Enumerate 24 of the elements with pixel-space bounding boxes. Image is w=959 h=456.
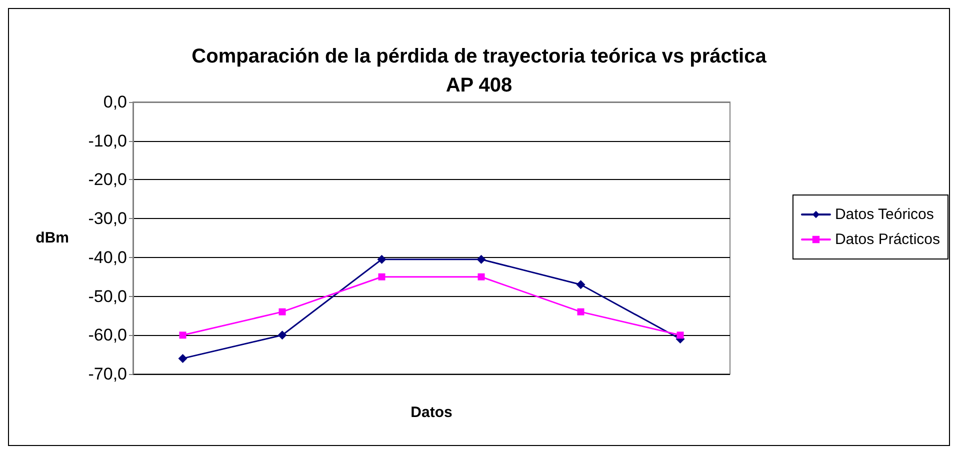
point: [676, 332, 684, 339]
legend-label: Datos Teóricos: [834, 206, 934, 223]
x-axis-title: Datos: [410, 404, 452, 421]
point: [478, 273, 485, 280]
point: [178, 354, 188, 363]
y-tick-label: 0,0: [103, 92, 127, 112]
point: [378, 273, 386, 280]
y-tick-label: -20,0: [88, 170, 127, 190]
point: [179, 332, 186, 339]
y-tick-label: -60,0: [88, 326, 127, 345]
legend-label: Datos Prácticos: [834, 231, 940, 248]
y-tick-label: -30,0: [88, 209, 127, 228]
y-axis-title: dBm: [36, 230, 69, 246]
y-tick-label: -10,0: [88, 131, 127, 150]
point: [278, 308, 286, 316]
y-tick-label: -70,0: [88, 364, 127, 384]
point: [377, 254, 386, 264]
chart-title: Comparación de la pérdida de trayectoria teórica vs práctica AP 408: [192, 46, 768, 96]
point: [577, 308, 584, 316]
point: [576, 280, 586, 290]
point: [476, 254, 486, 264]
point: [278, 330, 287, 340]
y-tick-label: -40,0: [88, 248, 127, 267]
y-tick-label: -50,0: [88, 286, 127, 306]
